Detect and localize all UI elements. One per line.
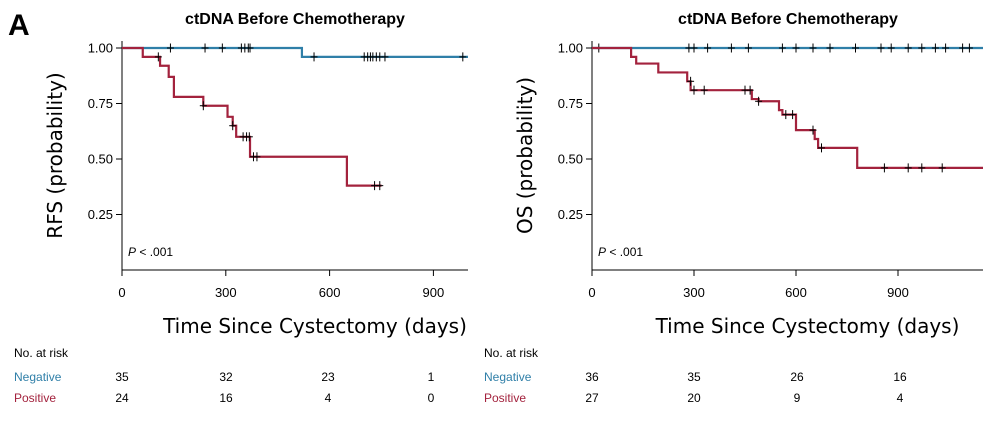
panel-2-positive-survival-curve: [592, 46, 983, 169]
panel-2-risk-negative-value: 36: [585, 370, 599, 384]
panel-2-x-tick-label: 0: [588, 285, 595, 300]
panel-1-y-tick-label: 1.00: [88, 41, 113, 56]
panel-2-x-tick-label: 600: [785, 285, 807, 300]
panel-2-risk-label-positive: Positive: [484, 391, 526, 405]
panel-2-y-axis-label: OS (probability): [513, 77, 537, 234]
panel-1-x-axis-label: Time Since Cystectomy (days): [162, 314, 467, 338]
panel-2-risk-header: No. at risk: [484, 346, 539, 360]
panel-2-p-symbol: P: [598, 245, 606, 259]
panel-2-y-tick-label: 1.00: [558, 41, 583, 56]
panel-2-risk-negative-value: 26: [790, 370, 804, 384]
panel-1-risk-positive-value: 0: [428, 391, 435, 405]
panel-1-title: ctDNA Before Chemotherapy: [185, 11, 405, 28]
panel-1-y-tick-label: 0.75: [88, 96, 113, 111]
panel-1-negative-survival-curve: [122, 46, 468, 58]
panel-1-y-tick-label: 0.25: [88, 207, 113, 222]
panel-2-risk-positive-value: 27: [585, 391, 599, 405]
panel-2-risk-negative-value: 16: [893, 370, 907, 384]
panel-1-risk-positive-value: 24: [115, 391, 129, 405]
panel-1-risk-negative-value: 35: [115, 370, 129, 384]
panel-2-x-tick-label: 300: [683, 285, 705, 300]
panel-1-p-symbol: P: [128, 245, 136, 259]
panel-2-risk-positive-value: 9: [794, 391, 801, 405]
panel-2-title: ctDNA Before Chemotherapy: [678, 11, 898, 28]
panel-1-x-tick-label: 300: [215, 285, 237, 300]
panel-2-x-axis-label: Time Since Cystectomy (days): [655, 314, 960, 338]
panel-2-y-tick-label: 0.50: [558, 152, 583, 167]
panel-1-risk-label-negative: Negative: [14, 370, 62, 384]
panel-2-y-tick-label: 0.75: [558, 96, 583, 111]
panel-1-x-tick-label: 600: [319, 285, 341, 300]
panel-2-risk-label-negative: Negative: [484, 370, 532, 384]
panel-1-risk-negative-value: 23: [321, 370, 335, 384]
panel-1-risk-label-positive: Positive: [14, 391, 56, 405]
panel-2-x-tick-label: 900: [887, 285, 909, 300]
panel-2-risk-positive-value: 20: [687, 391, 701, 405]
panel-letter: A: [8, 9, 30, 42]
panel-2-risk-negative-value: 35: [687, 370, 701, 384]
panel-1-positive-survival-curve: [122, 46, 382, 187]
panel-1-risk-positive-value: 16: [219, 391, 233, 405]
panel-2-y-tick-label: 0.25: [558, 207, 583, 222]
panel-1-y-tick-label: 0.50: [88, 152, 113, 167]
panel-2-risk-positive-value: 4: [897, 391, 904, 405]
panel-1-risk-header: No. at risk: [14, 346, 69, 360]
panel-1-y-axis-label: RFS (probability): [43, 72, 67, 238]
panel-1-x-tick-label: 900: [423, 285, 445, 300]
panel-1-p-value-text: < .001: [136, 245, 173, 259]
panel-2-p-value: P < .001: [598, 245, 643, 259]
panel-1-p-value: P < .001: [128, 245, 173, 259]
panel-1-risk-negative-value: 32: [219, 370, 233, 384]
panel-1-x-tick-label: 0: [118, 285, 125, 300]
panel-1-risk-positive-value: 4: [325, 391, 332, 405]
panel-1-risk-negative-value: 1: [428, 370, 435, 384]
panel-2-p-value-text: < .001: [606, 245, 643, 259]
